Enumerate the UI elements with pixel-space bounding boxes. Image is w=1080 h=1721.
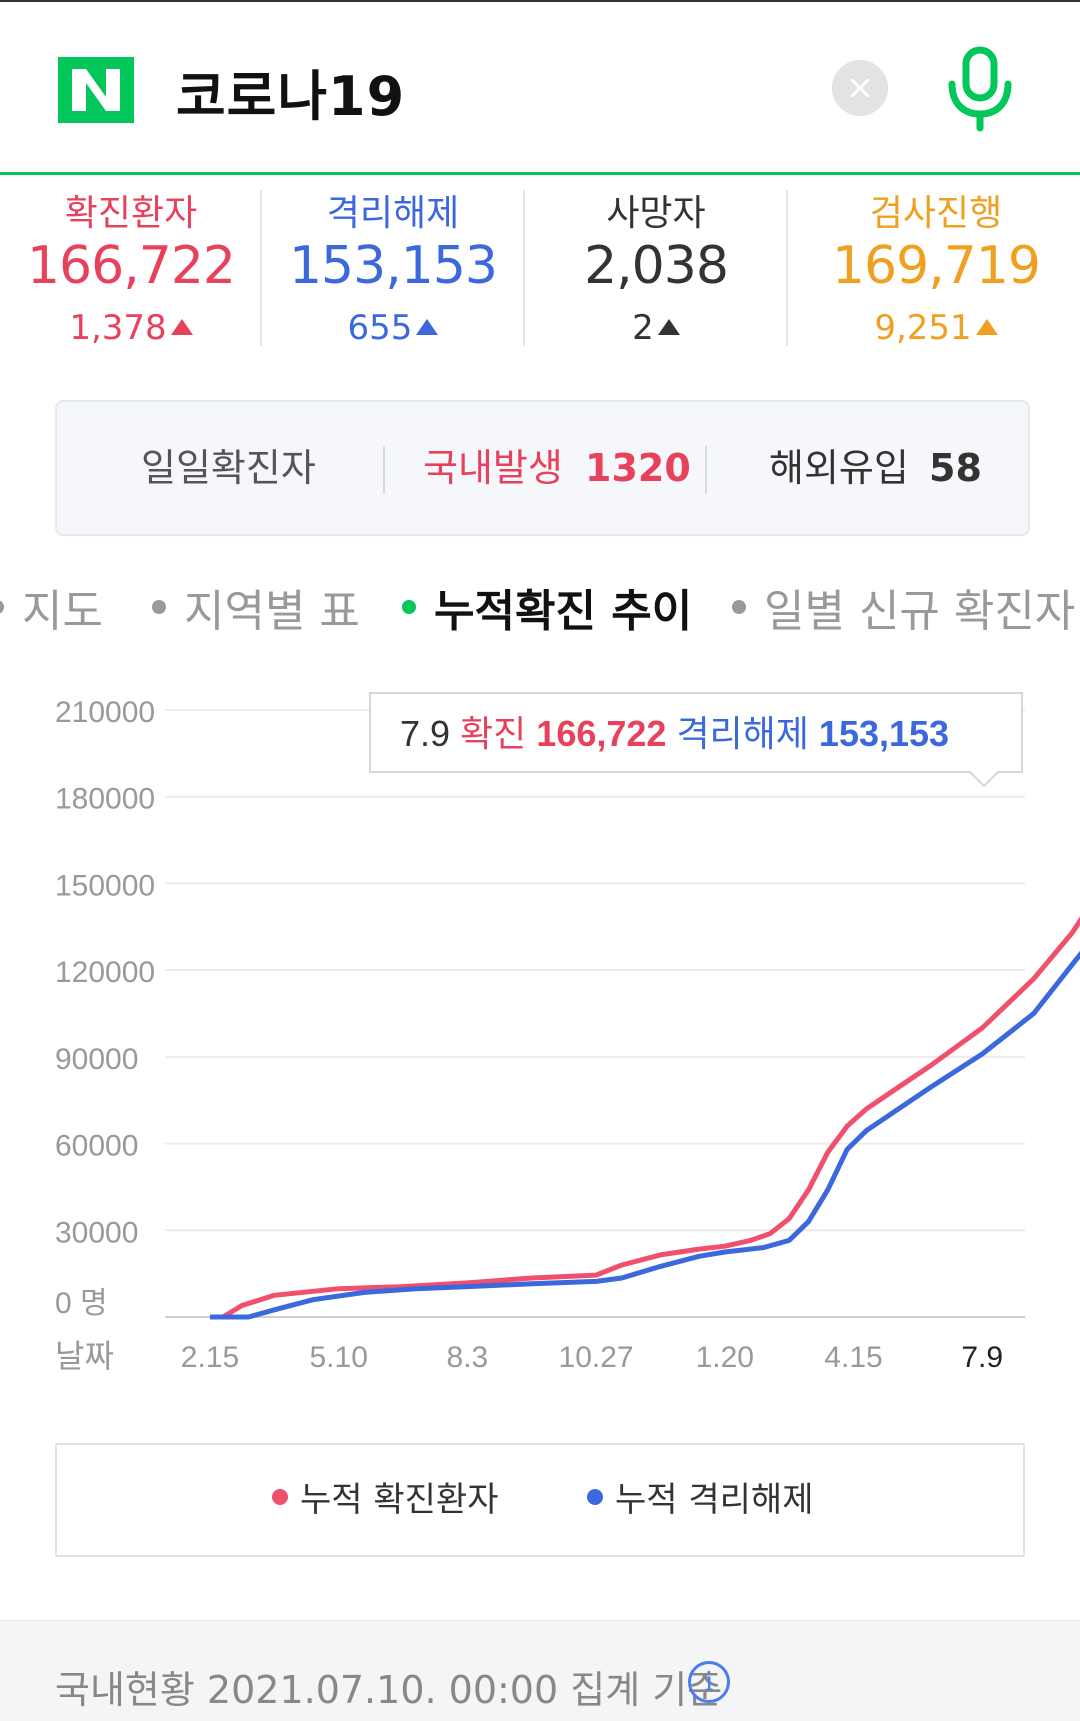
tab-daily-new[interactable]: 일별 신규 확진자 [732,575,1075,639]
stat-label: 확진환자 [64,193,198,234]
increase-arrow-icon [170,319,193,335]
stat-delta: 9,251 [805,308,1067,348]
domestic-value: 1320 [585,446,691,490]
stat-testing[interactable]: 검사진행 169,719 9,251 [805,178,1067,348]
daily-title: 일일확진자 [141,446,316,490]
x-tick-label: 1.20 [696,1341,754,1374]
divider [786,190,788,346]
microphone-icon[interactable] [944,46,1016,132]
stat-value: 2,038 [584,236,729,296]
legend-item-released[interactable]: 누적 격리해제 [587,1445,814,1555]
x-tick-label: 4.15 [824,1341,882,1374]
search-query[interactable]: 코로나19 [176,65,406,128]
footer-status: 국내현황 2021.07.10. 00:00 집계 기준 i [0,1620,1080,1721]
y-tick-label: 0 명 [55,1287,108,1320]
tooltip-text: 7.9 확진 166,722 격리해제 153,153 [400,713,949,754]
y-tick-label: 150000 [55,869,155,902]
close-icon [850,78,870,98]
legend-dot-icon [587,1489,603,1505]
chart-tabs: 지도 지역별 표 누적확진 추이 일별 신규 확진자 [0,575,1080,655]
increase-arrow-icon [657,319,680,335]
covid-stats-summary: 확진환자 166,722 1,378 격리해제 153,153 655 사망자 … [0,178,1080,358]
x-tick-label: 2.15 [181,1341,239,1374]
stat-label: 사망자 [606,193,706,234]
stat-label: 격리해제 [326,193,460,234]
y-tick-label: 210000 [55,696,155,729]
divider [260,190,262,346]
stat-value: 166,722 [26,236,236,296]
domestic-label: 국내발생 [423,446,563,490]
stat-deaths[interactable]: 사망자 2,038 2 [525,178,787,348]
increase-arrow-icon [416,319,439,335]
chart-legend: 누적 확진환자 누적 격리해제 [55,1443,1025,1557]
stat-label: 검사진행 [869,193,1003,234]
x-tick-label: 7.9 [961,1341,1003,1374]
overseas-label: 해외유입 [769,446,909,490]
tooltip-segment: 153,153 [819,713,949,754]
y-tick-label: 120000 [55,956,155,989]
tab-cumulative-trend[interactable]: 누적확진 추이 [402,575,692,639]
tooltip-segment: 166,722 [536,713,676,754]
tab-region-table[interactable]: 지역별 표 [152,575,360,639]
stat-delta: 1,378 [0,308,262,348]
search-header: 코로나19 [0,0,1080,175]
bullet-icon [0,600,4,614]
increase-arrow-icon [975,319,998,335]
status-text: 국내현황 2021.07.10. 00:00 집계 기준 [55,1668,723,1712]
bullet-icon [732,600,746,614]
tooltip-segment: 격리해제 [676,713,818,754]
daily-confirmed-box: 일일확진자 국내발생 1320 해외유입 58 [55,400,1030,536]
y-tick-label: 60000 [55,1130,138,1163]
stat-value: 153,153 [288,236,498,296]
series-line-confirmed [210,916,1080,1320]
stat-delta: 655 [262,308,524,348]
x-axis-label: 날짜 [55,1337,114,1375]
series-line-released [210,950,1080,1320]
cumulative-trend-chart[interactable]: 210000 180000 150000 120000 90000 60000 30000 0… [0,680,1080,1400]
tooltip-segment: 7.9 [400,713,460,754]
tooltip-box [369,692,1023,788]
stat-confirmed[interactable]: 확진환자 166,722 1,378 [0,178,262,348]
clear-search-button[interactable] [832,60,888,116]
legend-dot-icon [272,1489,288,1505]
stat-released[interactable]: 격리해제 153,153 655 [262,178,524,348]
y-tick-label: 90000 [55,1043,138,1076]
bullet-icon [402,600,416,614]
y-tick-label: 180000 [55,783,155,816]
stat-value: 169,719 [831,236,1041,296]
overseas-value: 58 [929,446,982,490]
tooltip-segment: 확진 [460,713,536,754]
divider [383,446,385,494]
divider [523,190,525,346]
legend-item-confirmed[interactable]: 누적 확진환자 [272,1445,499,1555]
divider [705,446,707,494]
info-icon[interactable]: i [688,1661,730,1703]
x-tick-label: 10.27 [559,1341,634,1374]
bullet-icon [152,600,166,614]
x-tick-label: 8.3 [447,1341,489,1374]
tab-map[interactable]: 지도 [0,575,103,639]
y-tick-label: 30000 [55,1216,138,1249]
x-tick-label: 5.10 [310,1341,368,1374]
naver-logo-icon[interactable] [58,57,134,123]
stat-delta: 2 [525,308,787,348]
